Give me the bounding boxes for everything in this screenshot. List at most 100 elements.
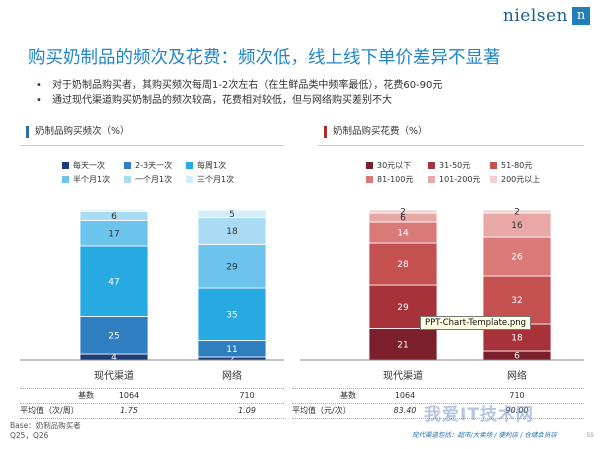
legend-swatch [62,162,69,169]
legend-entry: 31-50元 [428,160,490,171]
legend-entry: 一个月1次 [124,174,186,185]
table-row-label: 平均值（次/周） [20,406,79,415]
data-label: 11 [226,345,237,355]
bar-segment [79,220,149,247]
data-label: 21 [397,340,408,350]
data-label: 35 [226,310,237,320]
legend-label: 30元以下 [377,161,412,170]
data-label: 16 [511,221,523,231]
base-note: Base：奶制品购买者 Q25，Q26 [10,421,81,441]
legend-swatch [428,162,435,169]
table-row-label: 基数 [78,391,94,400]
data-label: 17 [108,229,119,239]
data-label: 18 [226,227,238,237]
data-label: 2 [400,208,406,218]
legend-swatch [490,162,497,169]
table-cell: 1.09 [238,406,256,415]
data-label: 26 [511,253,523,263]
base-note-line: Base：奶制品购买者 [10,421,81,430]
legend-swatch [186,176,193,183]
category-label: 网络 [222,369,242,382]
legend-entry: 三个月1次 [186,174,248,185]
logo-wordmark: nielsen [502,6,568,26]
logo-mark: n [572,7,590,25]
legend-label: 三个月1次 [197,175,235,184]
table-cell: 1064 [118,391,140,400]
table-cell: 90.00 [505,406,529,415]
watermark: 我爱IT技术网 [424,405,534,425]
bar-segment [368,209,438,214]
legend-spending: 30元以下 31-50元 51-80元 81-100元 101-200元 200元以上 [366,160,552,185]
bullet-item: 对于奶制品购买者，其购买频次每周1-2次左右（在生鲜品类中频率最低），花费60-… [36,78,586,93]
nielsen-logo: nielsen n [503,6,590,26]
summary-bullets: 对于奶制品购买者，其购买频次每周1-2次左右（在生鲜品类中频率最低），花费60-… [36,78,586,108]
data-label: 6 [514,352,520,362]
legend-entry: 30元以下 [366,160,428,171]
legend-swatch [62,176,69,183]
legend-swatch [428,176,435,183]
table-cell: 710 [509,391,525,400]
legend-label: 101-200元 [439,175,481,184]
data-label: 2 [514,208,520,218]
image-tooltip: PPT-Chart-Template.png [420,316,532,330]
legend-entry: 101-200元 [428,174,490,185]
data-label: 28 [397,260,409,270]
bar-segment [368,242,438,286]
bar-segment [197,209,267,218]
legend-entry: 200元以上 [490,174,552,185]
legend-swatch [186,162,193,169]
data-label: 47 [108,277,119,287]
legend-entry: 每周1次 [186,160,248,171]
legend-swatch [366,162,373,169]
legend-swatch [490,176,497,183]
legend-label: 51-80元 [501,161,533,170]
table-spending: 基数 1064 710 平均值（元/次） 83.40 90.00 [292,388,584,420]
legend-label: 每周1次 [197,161,227,170]
table-frequency: 基数 1064 710 平均值（次/周） 1.75 1.09 [20,388,284,420]
bar-segment [197,244,267,289]
legend-entry: 每天一次 [62,160,124,171]
bar-segment [482,212,552,238]
legend-entry: 2-3天一次 [124,160,186,171]
table-cell: 710 [239,391,255,400]
bar-segment [197,287,267,341]
legend-label: 2-3天一次 [135,161,173,170]
channel-definition-note: 现代渠道包括：超市/大卖场 / 便利店 / 仓储会员店 [412,431,557,439]
legend-entry: 51-80元 [490,160,552,171]
legend-label: 200元以上 [501,175,541,184]
legend-label: 81-100元 [377,175,414,184]
table-cell: 83.40 [393,406,417,415]
data-label: 14 [397,229,409,239]
table-row-label: 平均值（元/次） [292,406,351,415]
table-cell: 1064 [394,391,416,400]
page-title: 购买奶制品的频次及花费：频次低，线上线下单价差异不显著 [28,48,501,68]
legend-swatch [366,176,373,183]
legend-swatch [124,176,131,183]
table-row: 平均值（元/次） 83.40 90.00 [292,403,584,419]
bar-segment [482,236,552,277]
bar-segment [79,316,149,355]
table-row: 平均值（次/周） 1.75 1.09 [20,403,284,419]
legend-frequency: 每天一次 2-3天一次 每周1次半个月1次 一个月1次 三个月1次 [62,160,248,185]
data-label: 29 [226,262,238,272]
page-number: 55 [586,432,594,439]
data-label: 25 [108,331,119,341]
legend-entry: 81-100元 [366,174,428,185]
bar-segment [482,209,552,214]
data-label: 6 [400,214,406,224]
chart-title-spending: 奶制品购买花费（%） [324,126,428,138]
legend-label: 每天一次 [73,161,105,170]
panel-divider [318,145,584,146]
data-label: 18 [511,334,523,344]
panel-divider [20,145,284,146]
legend-swatch [124,162,131,169]
category-label: 现代渠道 [94,369,134,382]
legend-label: 半个月1次 [73,175,111,184]
table-cell: 1.75 [120,406,138,415]
data-label: 6 [111,212,117,222]
legend-label: 31-50元 [439,161,471,170]
category-label: 网络 [507,369,527,382]
data-label: 5 [229,210,235,220]
data-label: 4 [111,353,117,363]
